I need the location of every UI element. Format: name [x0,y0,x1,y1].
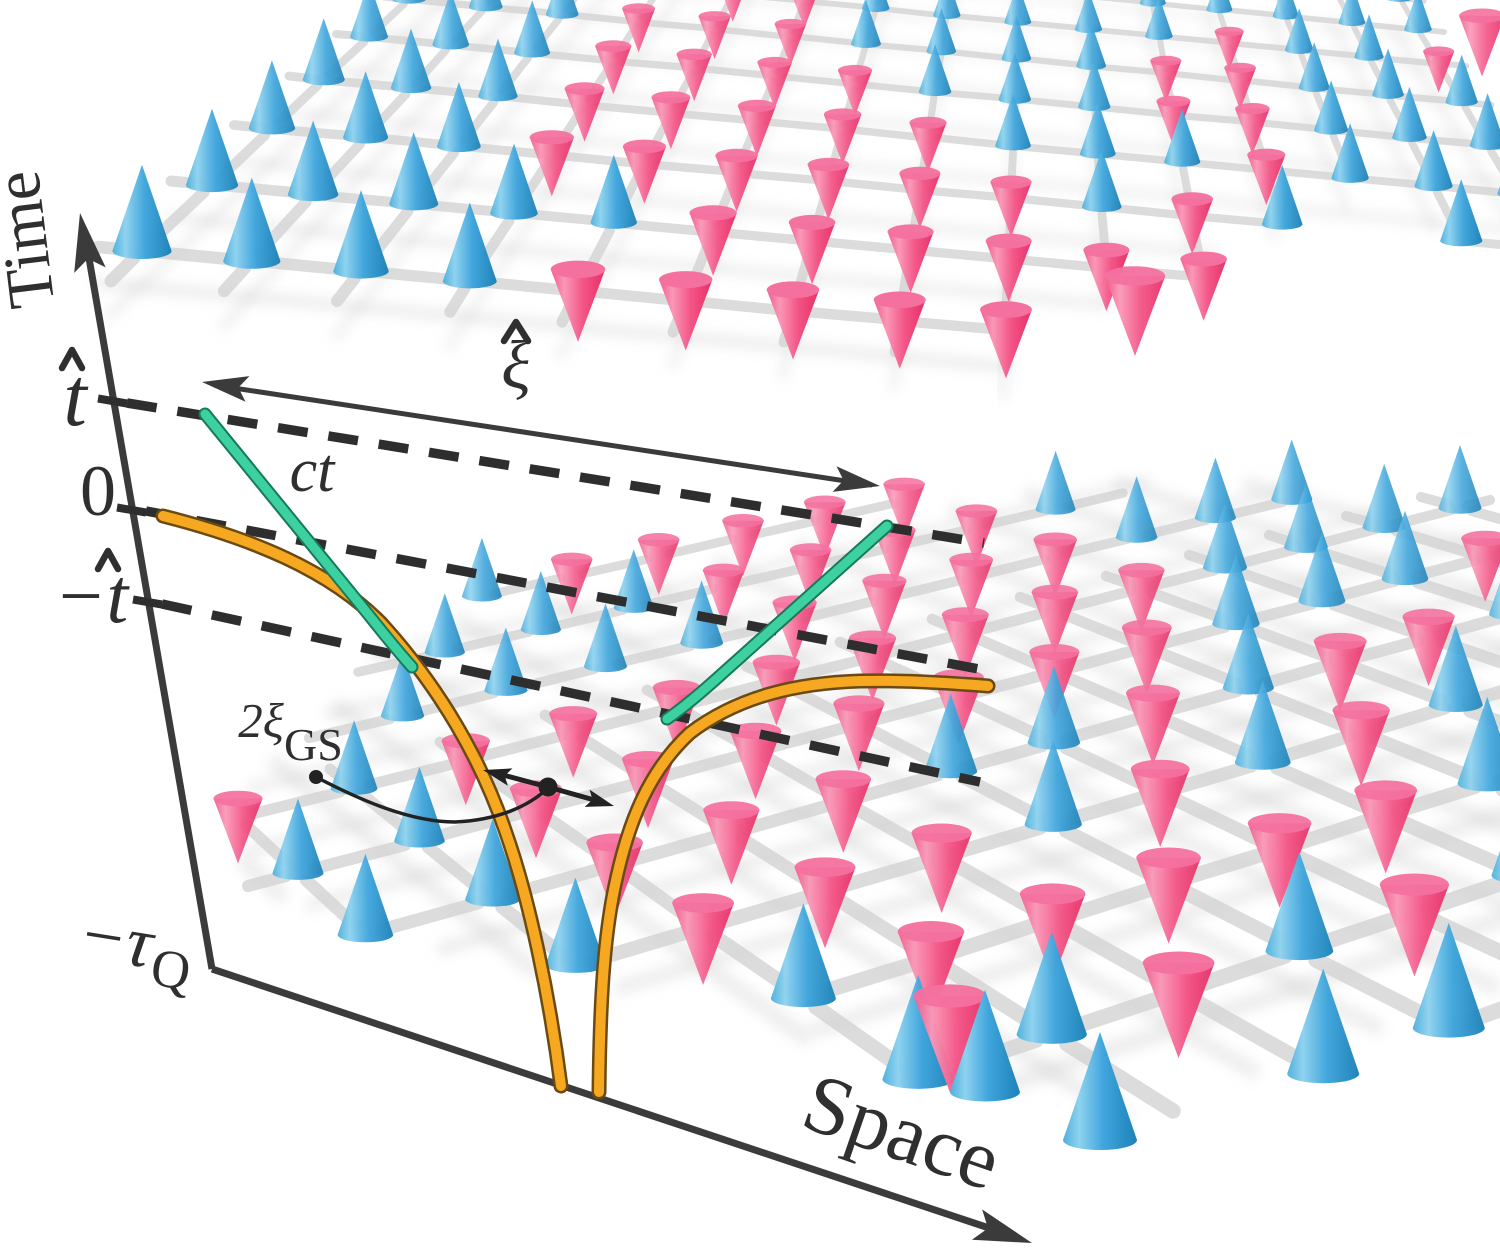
svg-text:Q: Q [147,937,195,1002]
svg-text:−τ: −τ [73,893,161,984]
svg-text:t: t [63,351,89,444]
svg-text:2ξ: 2ξ [238,693,284,748]
svg-text:GS: GS [284,719,343,770]
svg-text:0: 0 [80,451,116,531]
svg-text:ct: ct [290,437,337,505]
